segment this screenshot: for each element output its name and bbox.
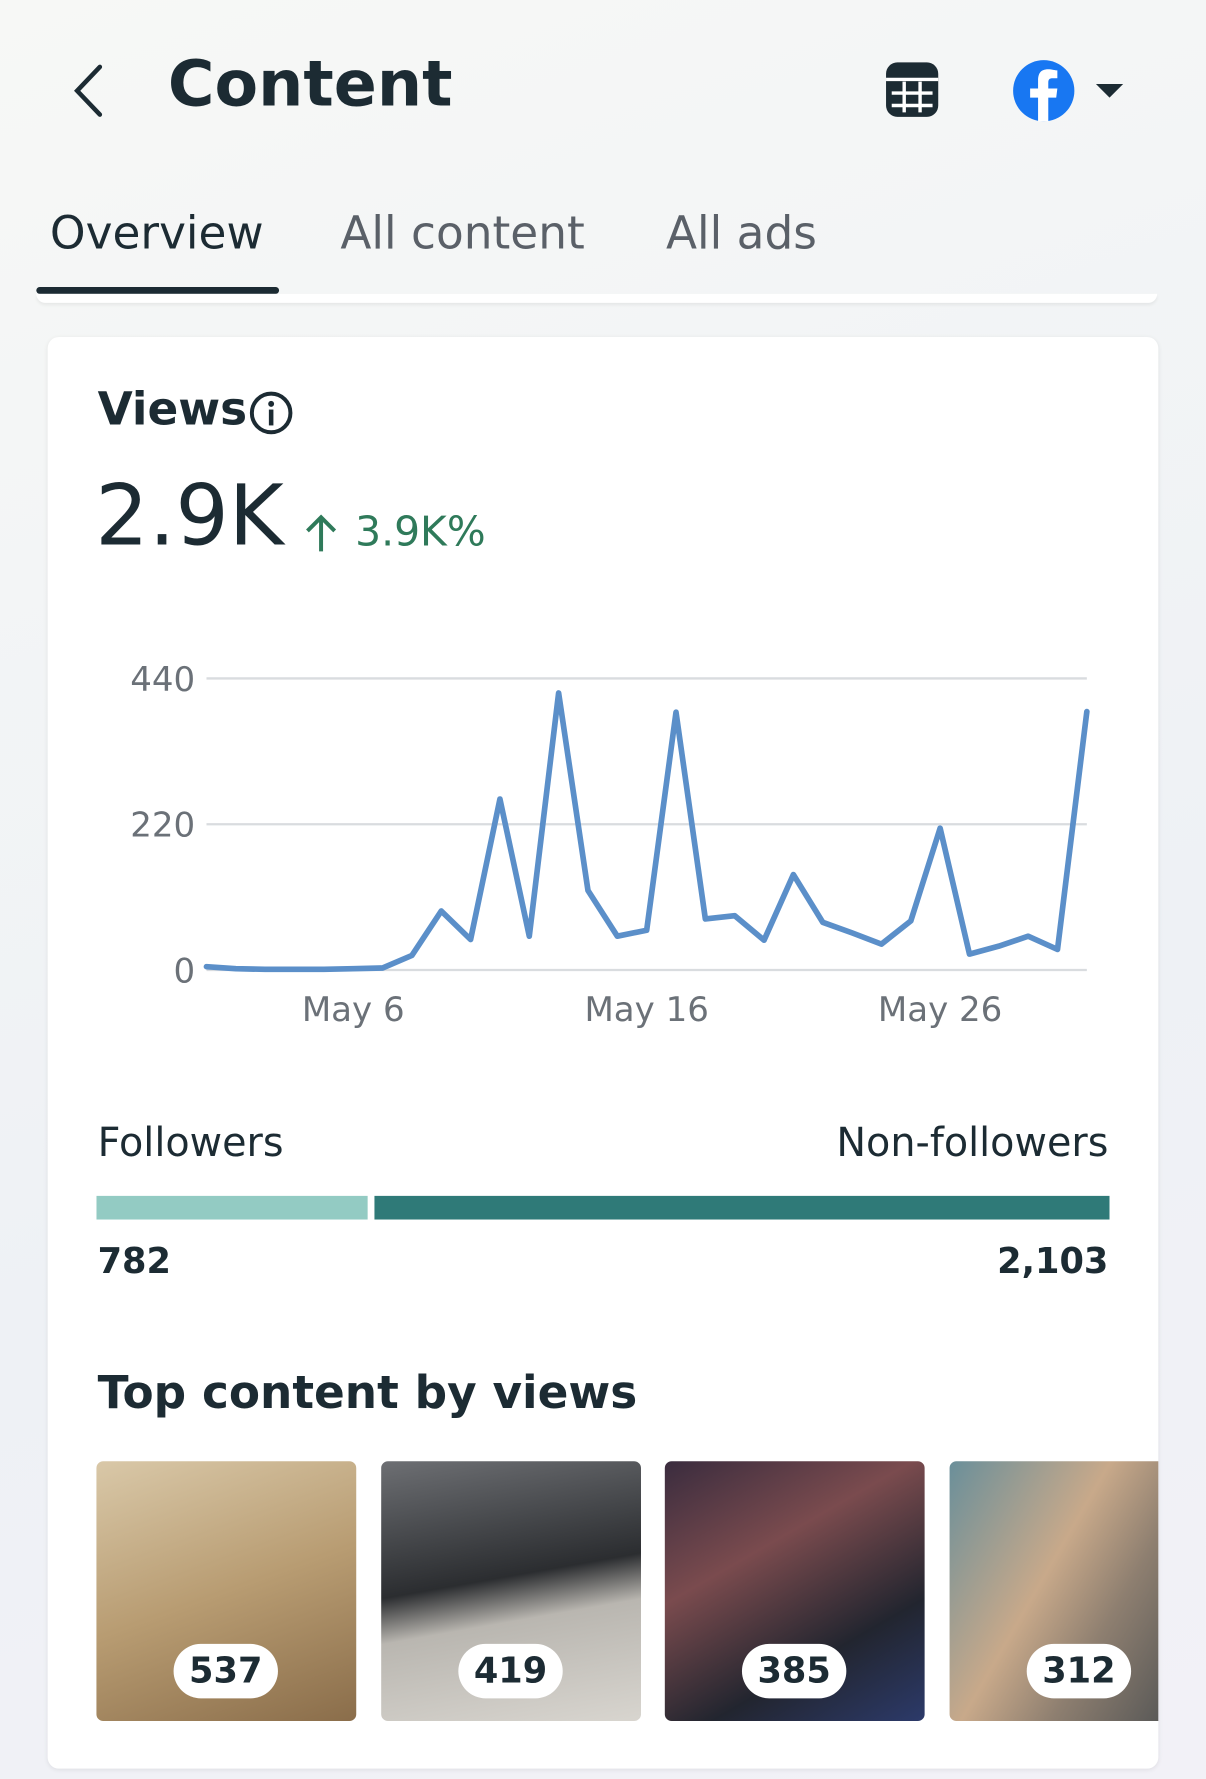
- content-thumbnail[interactable]: 385: [664, 1461, 925, 1722]
- audience-label: Followers: [97, 1120, 284, 1167]
- views-chart: 0 220 440 May 6 May 16 May 26: [130, 660, 1090, 1030]
- views-line: [203, 690, 1090, 973]
- view-count: 385: [741, 1643, 847, 1699]
- card-title: Views: [97, 383, 248, 436]
- x-tick-label: May 16: [584, 990, 708, 1030]
- audience-value: 782: [97, 1241, 171, 1282]
- tab-indicator: [36, 287, 280, 294]
- total-views: 2.9K: [95, 467, 284, 565]
- view-count: 419: [458, 1643, 563, 1699]
- y-tick-label: 0: [173, 951, 195, 991]
- page-title: Content: [167, 47, 453, 122]
- tab[interactable]: All ads: [665, 207, 817, 260]
- section-title: Top content by views: [97, 1367, 638, 1420]
- followers-bar: [96, 1195, 368, 1220]
- x-tick-label: May 6: [302, 990, 405, 1030]
- non-followers-bar: [374, 1195, 1110, 1220]
- content-thumbnail[interactable]: 312: [949, 1461, 1159, 1722]
- content-thumbnail[interactable]: 537: [96, 1461, 357, 1722]
- audience-value: 2,103: [997, 1241, 1109, 1282]
- up-arrow: [306, 514, 337, 552]
- table-icon[interactable]: [883, 59, 942, 120]
- account-switcher[interactable]: [1010, 57, 1130, 125]
- view-count: 312: [1026, 1643, 1132, 1699]
- tab[interactable]: All content: [340, 207, 585, 260]
- info-icon[interactable]: [248, 389, 296, 437]
- views-change: 3.9K%: [355, 509, 486, 556]
- content-thumbnail[interactable]: 419: [381, 1461, 641, 1722]
- audience-bar: [96, 1195, 1110, 1220]
- back-button[interactable]: [68, 62, 109, 119]
- y-tick-label: 220: [130, 806, 195, 846]
- audience-label: Non-followers: [836, 1120, 1109, 1167]
- view-count: 537: [173, 1643, 278, 1699]
- x-tick-label: May 26: [878, 990, 1002, 1030]
- tab[interactable]: Overview: [49, 207, 264, 260]
- y-tick-label: 440: [130, 660, 195, 700]
- tab-bar-edge: [36, 293, 1158, 303]
